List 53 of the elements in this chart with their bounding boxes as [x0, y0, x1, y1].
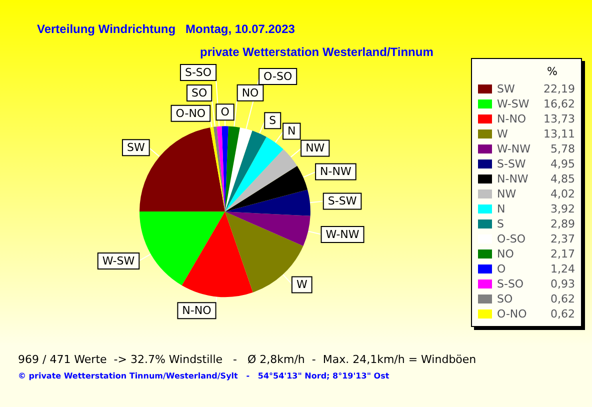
data-label: 5,78: [550, 142, 575, 156]
chart-title: Verteilung Windrichtung Montag, 10.07.2023: [37, 22, 296, 36]
text: © private Wetterstation Tinnum/Westerland/Sylt - 54°54'13" Nord; 8°19'13" Ost: [18, 372, 390, 380]
legend-label: W-NW: [497, 142, 531, 156]
slice-label: W-SW: [102, 254, 135, 268]
legend-label: O-SO: [497, 232, 526, 246]
slice-label: SO: [191, 86, 208, 100]
data-label: 16,62: [544, 98, 575, 110]
slice-label: W: [296, 278, 308, 292]
slice-label: S-SO: [184, 66, 212, 79]
data-label: 4,02: [550, 188, 575, 200]
slice-label: N-NW: [320, 165, 352, 178]
legend-label: SW: [497, 82, 515, 96]
legend-label: NW: [497, 188, 516, 200]
legend-label: SO: [497, 292, 513, 306]
text: 969 / 471 Werte -> 32.7% Windstille - Ø 2,8km/h - Max. 24,1km/h = Windböen: [18, 353, 476, 366]
legend-label: O: [497, 262, 506, 276]
slice-label: O-SO: [264, 70, 292, 84]
slice-label: SW: [126, 141, 145, 154]
legend-label: O-NO: [497, 308, 528, 320]
chart-subtitle: private Wetterstation Westerland/Tinnum: [200, 45, 434, 59]
data-label: 2,17: [550, 248, 575, 260]
data-label: 0,93: [550, 278, 575, 290]
legend-title: %: [547, 65, 558, 78]
legend-label: S-SO: [497, 278, 524, 290]
legend-label: N-NO: [497, 112, 526, 126]
slice-label: N-NO: [182, 304, 212, 318]
data-label: 0,62: [550, 308, 575, 320]
data-label: 1,24: [550, 262, 575, 276]
slice-label: W-NW: [326, 228, 360, 241]
legend-label: W: [497, 128, 508, 140]
legend-label: NO: [497, 248, 514, 260]
data-label: 13,11: [544, 128, 575, 140]
data-label: 13,73: [544, 112, 575, 126]
legend-label: N-NW: [497, 172, 528, 186]
slice-label: S: [269, 114, 276, 128]
slice-label: O-NO: [176, 106, 206, 120]
slice-label: N: [288, 124, 296, 138]
slice-label: NW: [306, 142, 325, 155]
legend-label: N: [497, 202, 506, 216]
slice-label: O: [220, 106, 230, 119]
data-label: 4,85: [550, 172, 575, 186]
legend-label: S: [497, 218, 504, 230]
slice-label: S-SW: [328, 194, 357, 208]
data-label: 22,19: [544, 82, 575, 96]
data-label: 0,62: [550, 292, 575, 306]
data-label: 2,89: [550, 218, 575, 230]
data-label: 4,95: [550, 158, 575, 170]
legend-label: S-SW: [497, 158, 526, 170]
data-label: 3,92: [550, 202, 575, 216]
data-label: 2,37: [550, 232, 575, 246]
slice-label: NO: [242, 86, 260, 100]
legend-label: W-SW: [497, 98, 530, 110]
